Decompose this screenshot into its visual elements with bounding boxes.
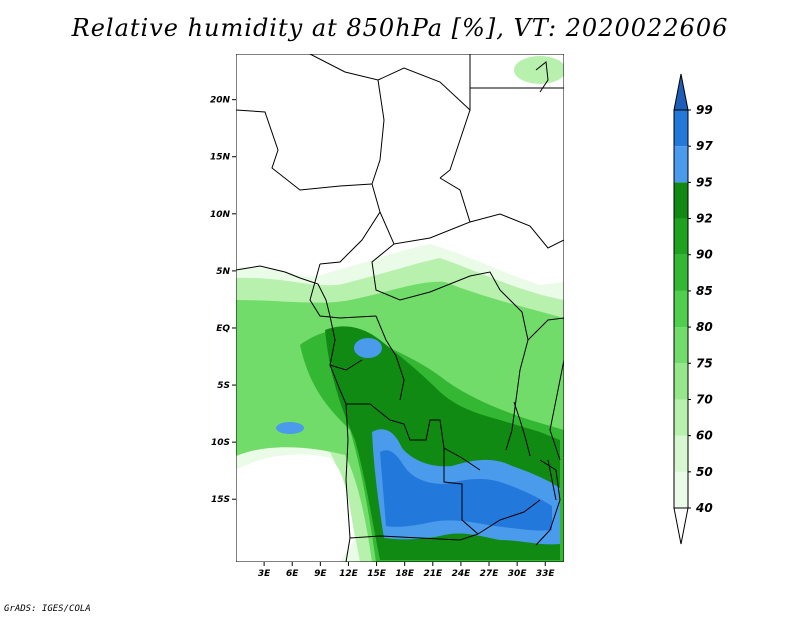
coastline-angola <box>329 364 351 562</box>
border-drc-east <box>499 289 529 451</box>
colorbar-label: 90 <box>696 248 713 262</box>
border-zambia-zimbabwe <box>477 499 541 535</box>
lon-tick-label: 15E <box>367 569 387 579</box>
border-nigeria-cameroon <box>319 183 381 265</box>
border-tanzania-mozambique <box>535 459 561 546</box>
lat-tick-label: 5N <box>216 267 230 277</box>
lon-tick-label: 27E <box>480 569 500 579</box>
coastline-west <box>236 265 331 317</box>
red-sea-coast <box>535 61 549 93</box>
border-chad-sudan <box>439 109 471 179</box>
colorbar-segment <box>674 110 688 147</box>
lon-tick-label: 30E <box>508 569 528 579</box>
colorbar-segment <box>674 399 688 436</box>
colorbar-segment <box>674 218 688 255</box>
border-niger-nigeria <box>236 109 373 191</box>
colorbar-segment <box>674 363 688 400</box>
lat-tick-label: 15N <box>210 153 231 163</box>
credit-label: GrADS: IGES/COLA <box>4 604 91 614</box>
lon-tick-label: 21E <box>423 569 443 579</box>
lon-tick-label: 12E <box>339 569 359 579</box>
colorbar-lower-triangle <box>673 507 689 545</box>
coastline-east <box>549 359 564 461</box>
border-angola-namibia <box>349 533 479 541</box>
colorbar-segment <box>674 435 688 472</box>
border-niger-chad <box>371 79 385 185</box>
lat-tick-label: 10N <box>210 210 231 220</box>
colorbar-segment <box>674 182 688 219</box>
lat-tick-label: 15S <box>211 495 230 505</box>
lon-tick-label: 9E <box>314 569 327 579</box>
colorbar-segment <box>674 327 688 364</box>
border-car-south <box>371 243 501 301</box>
colorbar-label: 60 <box>696 429 713 443</box>
lon-tick-label: 6E <box>286 569 299 579</box>
colorbar-segment <box>674 146 688 183</box>
colorbar-label: 92 <box>696 212 713 226</box>
lon-tick-label: 3E <box>258 569 271 579</box>
colorbar: 40 50 60 70 75 80 85 90 92 95 97 99 <box>673 73 713 545</box>
border-cameroon-south <box>309 263 377 319</box>
border-drc-angola <box>346 403 481 471</box>
lon-tick-label: 18E <box>395 569 415 579</box>
rh-patch-congo <box>354 338 382 358</box>
country-borders <box>236 54 564 562</box>
longitude-axis: 3E 6E 9E 12E 15E 18E 21E 24E 27E 30E 33E <box>258 562 556 579</box>
lake-tanganyika <box>513 401 531 457</box>
colorbar-segment <box>674 471 688 508</box>
rh-patch-north <box>514 56 564 84</box>
colorbar-label: 99 <box>696 103 713 117</box>
colorbar-label: 85 <box>696 284 713 298</box>
colorbar-segment <box>674 254 688 291</box>
rh-patch-angola-coast <box>276 422 304 434</box>
lat-tick-label: EQ <box>216 324 230 334</box>
border-uganda-kenya <box>527 317 564 341</box>
latitude-axis: 20N 15N 10N 5N EQ 5S 10S 15S <box>210 96 236 505</box>
lon-tick-label: 33E <box>536 569 556 579</box>
page-title: Relative humidity at 850hPa [%], VT: 202… <box>71 14 729 42</box>
lat-tick-label: 5S <box>217 381 230 391</box>
colorbar-label: 75 <box>696 356 713 370</box>
map-panel <box>236 54 564 562</box>
colorbar-label: 80 <box>696 320 713 334</box>
colorbar-label: 70 <box>696 392 713 406</box>
colorbar-label: 95 <box>696 175 713 189</box>
lat-tick-label: 10S <box>211 438 230 448</box>
lon-tick-label: 24E <box>452 569 472 579</box>
colorbar-upper-triangle <box>673 73 689 111</box>
lake-malawi <box>547 459 557 501</box>
colorbar-frame <box>673 109 689 509</box>
lat-tick-label: 20N <box>210 96 231 106</box>
border-chad-car <box>379 177 471 245</box>
rh-band-99 <box>380 450 552 531</box>
colorbar-label: 40 <box>695 501 713 515</box>
colorbar-label: 97 <box>696 139 713 153</box>
border-congo-drc <box>375 315 405 401</box>
border-angola-zambia <box>443 448 479 535</box>
rh-dry-region <box>236 454 355 562</box>
border-sudan-southsudan <box>469 213 564 249</box>
colorbar-label: 50 <box>696 465 713 479</box>
colorbar-segment <box>674 290 688 328</box>
